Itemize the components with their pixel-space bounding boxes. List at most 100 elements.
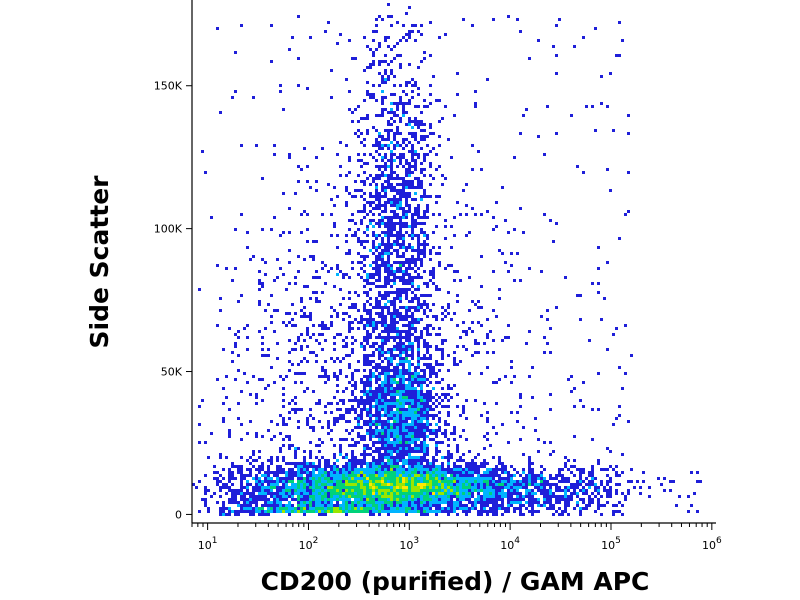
density-cell	[258, 465, 261, 468]
density-cell	[432, 474, 435, 477]
density-cell	[408, 306, 411, 309]
density-cell	[315, 486, 318, 489]
density-cell	[264, 474, 267, 477]
density-cell	[513, 489, 516, 492]
density-cell	[582, 492, 585, 495]
density-cell	[411, 150, 414, 153]
density-cell	[435, 486, 438, 489]
density-cell	[531, 471, 534, 474]
density-cell	[408, 6, 411, 9]
density-cell	[372, 429, 375, 432]
density-cell	[267, 483, 270, 486]
density-cell	[543, 501, 546, 504]
density-cell	[276, 465, 279, 468]
density-cell	[405, 348, 408, 351]
density-cell	[234, 465, 237, 468]
density-cell	[585, 507, 588, 510]
density-cell	[423, 423, 426, 426]
density-cell	[309, 450, 312, 453]
density-cell	[453, 384, 456, 387]
density-cell	[591, 438, 594, 441]
density-cell	[276, 459, 279, 462]
density-cell	[318, 492, 321, 495]
density-cell	[267, 510, 270, 513]
density-cell	[384, 489, 387, 492]
density-cell	[300, 168, 303, 171]
density-cell	[429, 486, 432, 489]
density-cell	[354, 399, 357, 402]
density-cell	[438, 450, 441, 453]
density-cell	[381, 441, 384, 444]
density-cell	[348, 306, 351, 309]
density-cell	[426, 417, 429, 420]
density-cell	[426, 486, 429, 489]
density-cell	[390, 483, 393, 486]
density-cell	[288, 249, 291, 252]
density-cell	[399, 330, 402, 333]
density-cell	[357, 414, 360, 417]
density-cell	[228, 327, 231, 330]
density-cell	[411, 234, 414, 237]
density-cell	[426, 210, 429, 213]
density-cell	[438, 471, 441, 474]
density-cell	[402, 480, 405, 483]
density-cell	[402, 147, 405, 150]
density-cell	[372, 246, 375, 249]
density-cell	[300, 489, 303, 492]
density-cell	[417, 378, 420, 381]
density-cell	[402, 423, 405, 426]
density-cell	[486, 513, 489, 516]
density-cell	[213, 492, 216, 495]
density-cell	[336, 312, 339, 315]
density-cell	[522, 453, 525, 456]
density-cell	[417, 426, 420, 429]
density-cell	[549, 492, 552, 495]
density-cell	[354, 306, 357, 309]
density-cell	[372, 207, 375, 210]
density-cell	[333, 417, 336, 420]
density-cell	[354, 462, 357, 465]
density-cell	[417, 342, 420, 345]
density-cell	[303, 468, 306, 471]
density-cell	[405, 216, 408, 219]
density-cell	[474, 462, 477, 465]
density-cell	[441, 477, 444, 480]
density-cell	[417, 375, 420, 378]
density-cell	[450, 225, 453, 228]
density-cell	[303, 339, 306, 342]
density-cell	[297, 480, 300, 483]
density-cell	[345, 495, 348, 498]
density-cell	[432, 396, 435, 399]
density-cell	[312, 489, 315, 492]
density-cell	[384, 336, 387, 339]
density-cell	[420, 216, 423, 219]
density-cell	[411, 228, 414, 231]
density-cell	[219, 297, 222, 300]
density-cell	[372, 195, 375, 198]
density-cell	[435, 99, 438, 102]
density-cell	[309, 501, 312, 504]
density-cell	[399, 225, 402, 228]
density-cell	[411, 363, 414, 366]
density-cell	[567, 480, 570, 483]
density-cell	[279, 375, 282, 378]
density-cell	[405, 81, 408, 84]
density-cell	[609, 189, 612, 192]
density-cell	[429, 363, 432, 366]
density-cell	[576, 480, 579, 483]
density-cell	[387, 459, 390, 462]
density-cell	[396, 315, 399, 318]
density-cell	[375, 207, 378, 210]
density-cell	[420, 228, 423, 231]
density-cell	[327, 483, 330, 486]
density-cell	[378, 399, 381, 402]
density-cell	[354, 489, 357, 492]
density-cell	[450, 501, 453, 504]
density-cell	[480, 372, 483, 375]
density-cell	[399, 228, 402, 231]
density-cell	[282, 468, 285, 471]
density-cell	[363, 345, 366, 348]
density-cell	[297, 270, 300, 273]
density-cell	[309, 408, 312, 411]
density-cell	[399, 471, 402, 474]
